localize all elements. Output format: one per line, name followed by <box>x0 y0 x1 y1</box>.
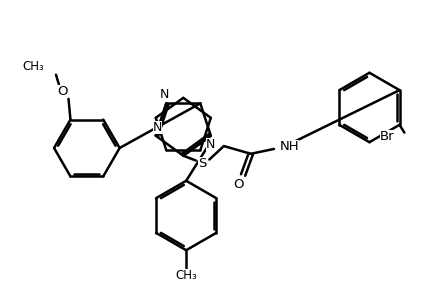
Text: N: N <box>160 88 169 101</box>
Text: O: O <box>58 85 68 98</box>
Text: O: O <box>233 178 243 191</box>
Text: S: S <box>198 157 207 170</box>
Text: Br: Br <box>380 130 395 143</box>
Text: CH₃: CH₃ <box>175 269 197 282</box>
Text: NH: NH <box>280 140 299 153</box>
Text: CH₃: CH₃ <box>23 61 45 74</box>
Text: N: N <box>206 138 215 151</box>
Text: N: N <box>153 121 163 134</box>
